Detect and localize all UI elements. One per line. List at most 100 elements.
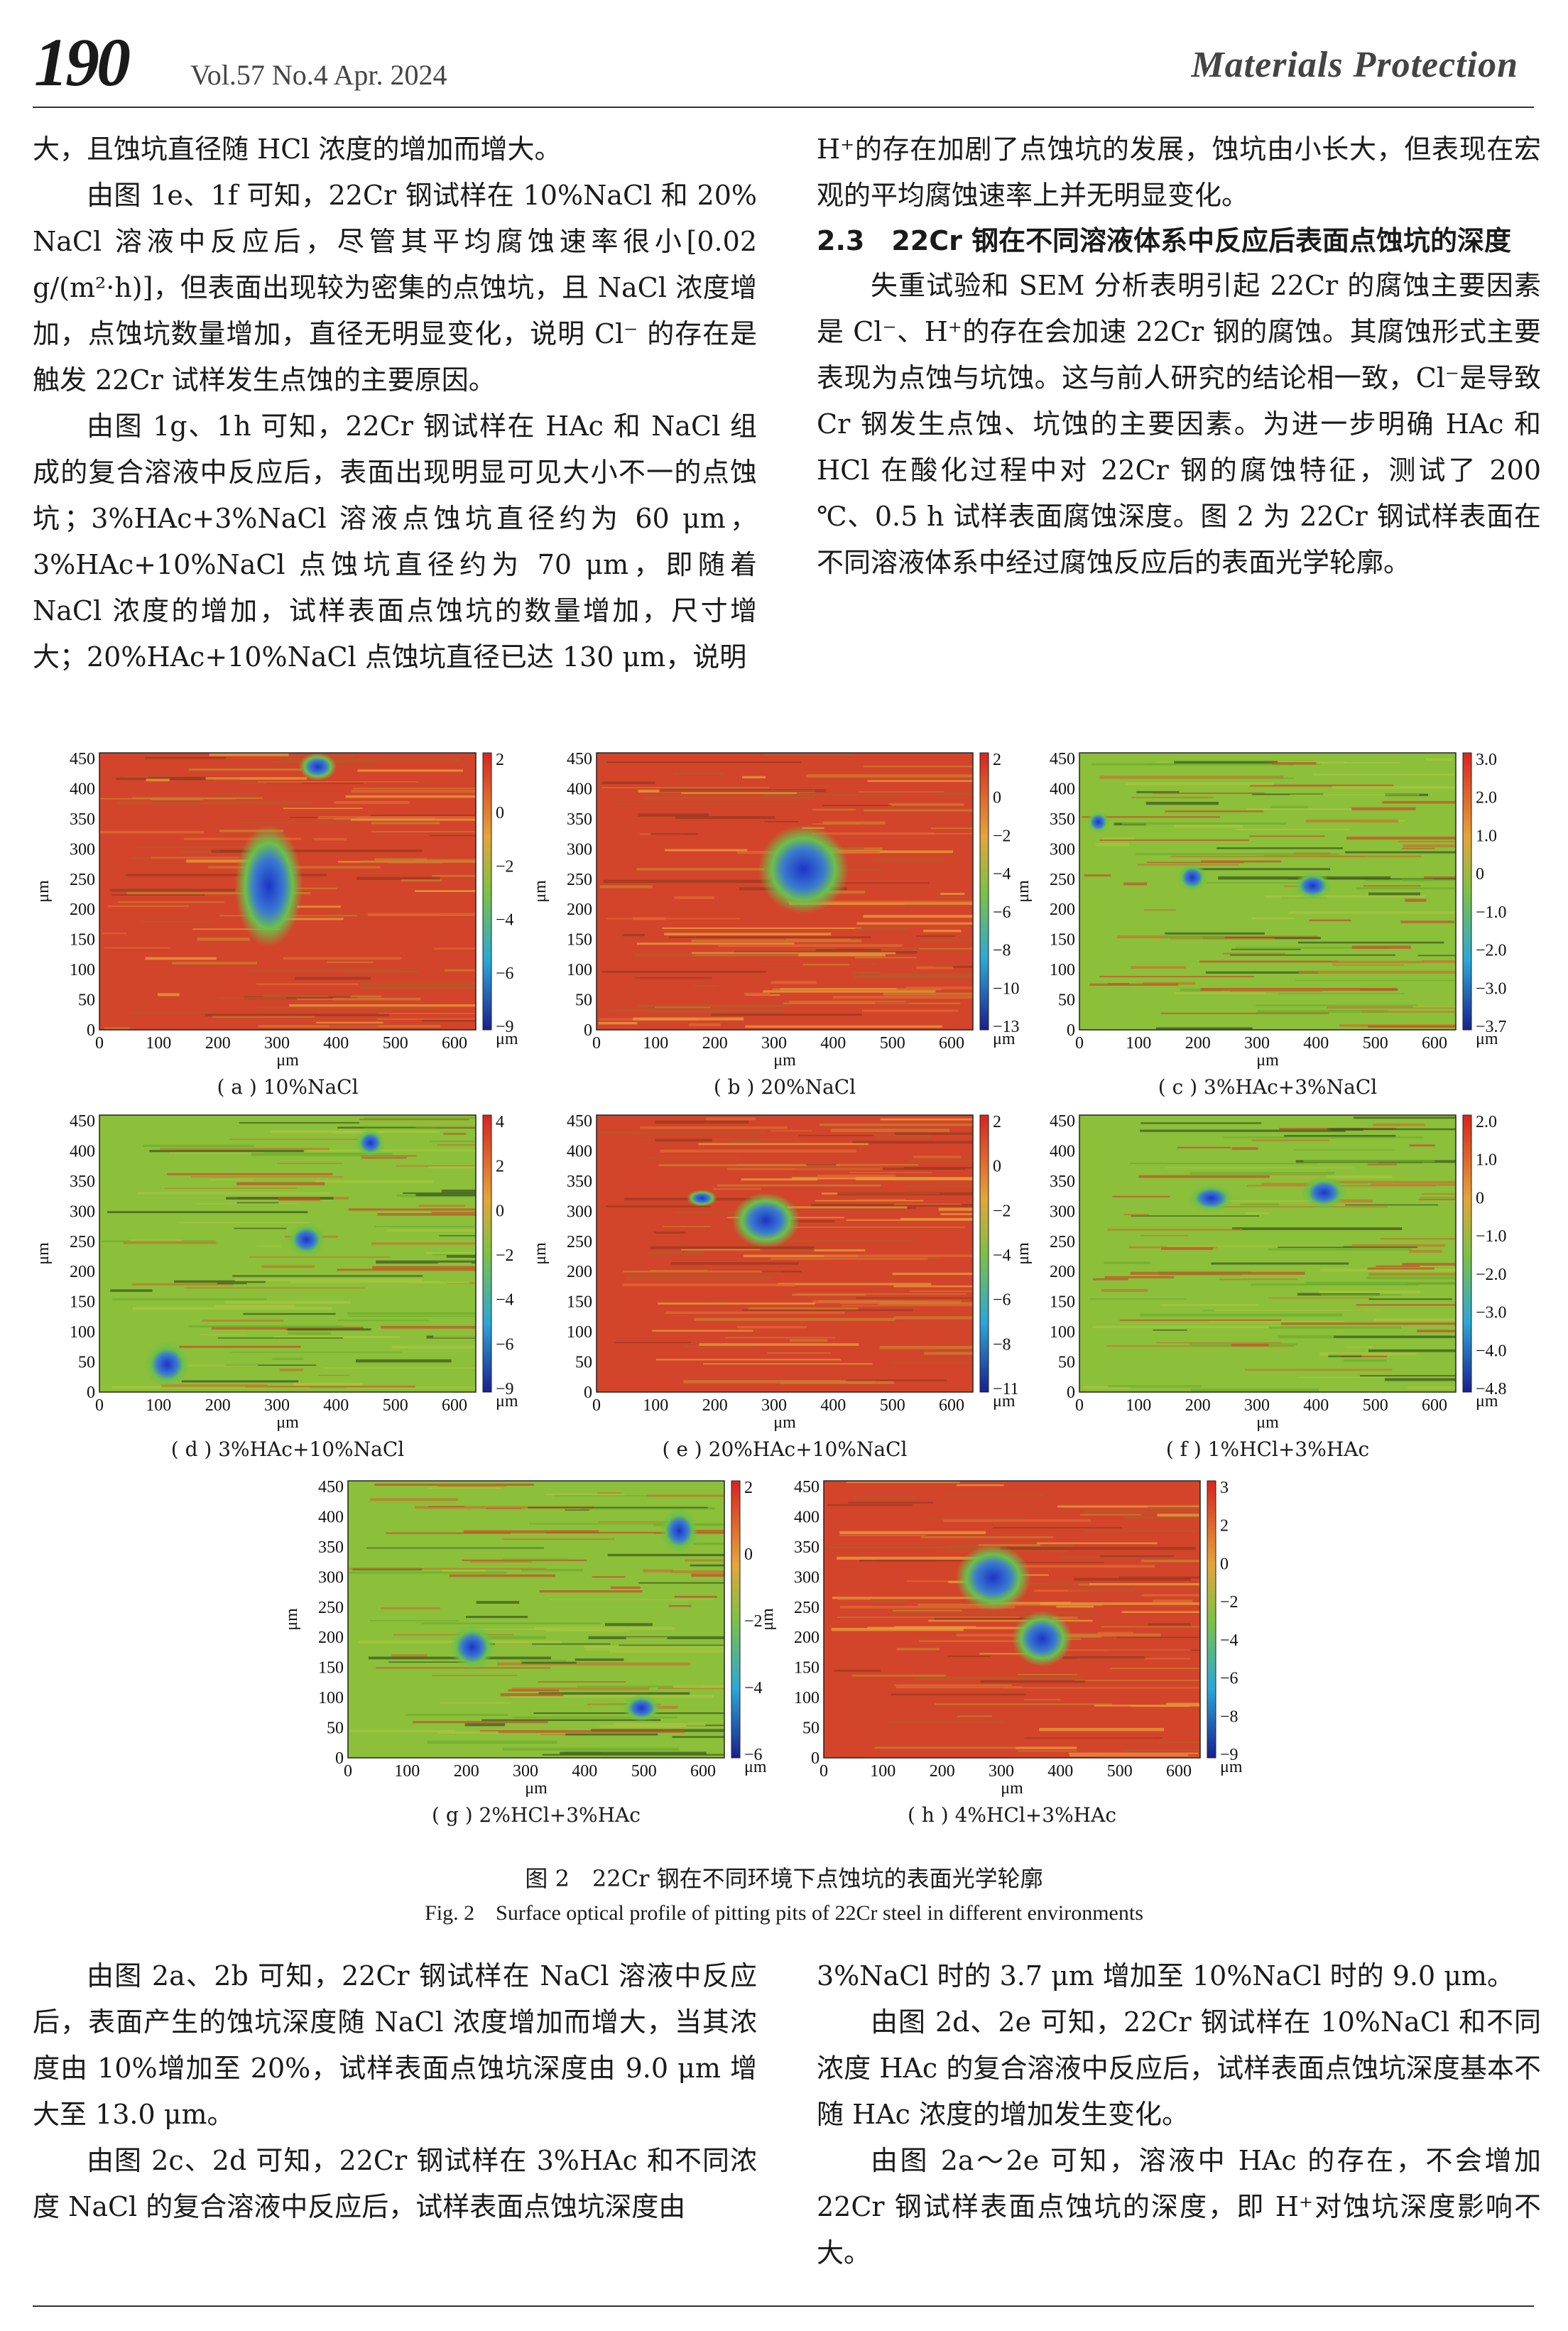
- colorbar-tick-label: −6: [496, 965, 514, 983]
- y-tick-label: 450: [567, 750, 592, 768]
- colorbar-unit: μm: [496, 1392, 518, 1411]
- x-axis-label: μm: [773, 1051, 796, 1070]
- left-column-bottom: 由图 2a、2b 可知，22Cr 钢试样在 NaCl 溶液中反应后，表面产生的蚀…: [33, 1953, 757, 2230]
- x-tick-label: 0: [95, 1396, 104, 1415]
- x-tick-label: 0: [820, 1762, 828, 1781]
- y-tick-label: 150: [567, 931, 592, 950]
- x-tick-label: 500: [631, 1762, 657, 1781]
- y-tick-label: 100: [567, 1323, 592, 1342]
- y-tick-label: 200: [567, 1263, 592, 1281]
- colorbar-tick-label: 0: [1220, 1555, 1229, 1573]
- profile-panel-d: 450 400 350 300 250 200 150 100 50 0 0 100 200 300 400…: [28, 1108, 533, 1470]
- y-tick-label: 50: [575, 991, 592, 1010]
- colorbar-tick-label: −9: [496, 1380, 514, 1398]
- y-tick-label: 300: [1050, 1202, 1075, 1221]
- colorbar-tick-label: −11: [993, 1380, 1019, 1398]
- colorbar-tick-label: 2: [1220, 1517, 1229, 1536]
- y-tick-label: 50: [575, 1354, 592, 1372]
- x-tick-label: 300: [761, 1034, 787, 1053]
- y-tick-label: 400: [794, 1508, 820, 1526]
- y-tick-label: 350: [70, 810, 95, 829]
- paragraph: 由图 2a、2b 可知，22Cr 钢试样在 NaCl 溶液中反应后，表面产生的蚀…: [33, 1960, 757, 2130]
- paragraph: 大，且蚀坑直径随 HCl 浓度的增加而增大。: [33, 134, 562, 165]
- y-tick-label: 450: [794, 1478, 820, 1496]
- y-tick-label: 0: [335, 1749, 344, 1768]
- y-tick-label: 300: [794, 1568, 820, 1587]
- y-tick-label: 250: [70, 1233, 95, 1251]
- x-tick-label: 400: [1303, 1396, 1329, 1415]
- colorbar-tick-label: −4: [496, 911, 514, 930]
- right-column-top: H⁺的存在加剧了点蚀坑的发展，蚀坑由小长大，但表现在宏观的平均腐蚀速率上并无明显…: [817, 126, 1541, 586]
- y-tick-label: 0: [584, 1021, 592, 1040]
- x-axis-label: μm: [773, 1413, 796, 1432]
- y-tick-label: 400: [1050, 1142, 1075, 1161]
- y-tick-label: 50: [1058, 991, 1075, 1010]
- colorbar-tick-label: −4: [993, 1246, 1011, 1265]
- profile-panel-g: 450 400 350 300 250 200 150 100 50 0 0 100 200 300 400…: [277, 1474, 781, 1836]
- x-tick-label: 100: [394, 1762, 420, 1781]
- panel-caption: ( d ) 3%HAc+10%NaCl: [170, 1438, 405, 1461]
- x-tick-label: 100: [146, 1034, 171, 1053]
- colorbar-tick-label: 2: [496, 751, 504, 769]
- colorbar-tick-label: 2.0: [1476, 789, 1497, 808]
- pit-mark: [450, 1624, 495, 1670]
- colorbar-tick-label: 2: [496, 1158, 504, 1176]
- y-tick-label: 300: [567, 840, 592, 859]
- pit-mark: [687, 1190, 717, 1207]
- x-tick-label: 0: [592, 1034, 601, 1053]
- pit-mark: [1177, 864, 1208, 891]
- colorbar-unit: μm: [744, 1758, 767, 1776]
- pit-mark: [144, 1342, 190, 1387]
- colorbar-tick-label: −2: [993, 1202, 1011, 1220]
- colorbar-tick-label: −4: [496, 1291, 514, 1310]
- pit-mark: [758, 825, 849, 914]
- paragraph: 由图 2d、2e 可知，22Cr 钢试样在 10%NaCl 和不同浓度 HAc …: [817, 2006, 1541, 2130]
- x-tick-label: 0: [592, 1396, 601, 1415]
- colorbar-tick-label: −3.0: [1476, 1304, 1507, 1322]
- x-tick-label: 100: [1126, 1034, 1151, 1053]
- pit-mark: [955, 1544, 1031, 1612]
- colorbar-tick-label: −9: [1220, 1746, 1238, 1764]
- x-tick-label: 600: [1166, 1762, 1192, 1781]
- colorbar-tick-label: −2.0: [1476, 1266, 1507, 1284]
- y-axis-label: μm: [531, 1242, 550, 1265]
- colorbar-tick-label: −6: [993, 1291, 1011, 1310]
- y-tick-label: 150: [1050, 1293, 1075, 1312]
- x-tick-label: 300: [761, 1396, 787, 1415]
- y-tick-label: 100: [567, 961, 592, 979]
- x-tick-label: 0: [1075, 1034, 1084, 1053]
- panel-caption: ( f ) 1%HCl+3%HAc: [1165, 1438, 1370, 1461]
- pit-mark: [234, 825, 303, 947]
- colorbar-tick-label: −3.0: [1476, 979, 1507, 998]
- y-tick-label: 250: [1050, 1233, 1075, 1251]
- y-tick-label: 300: [1050, 840, 1075, 859]
- colorbar-tick-label: 0: [496, 1202, 504, 1220]
- x-tick-label: 400: [1303, 1034, 1329, 1053]
- profile-panel-b: 450 400 350 300 250 200 150 100 50 0 0 100 200 300 400…: [526, 746, 1030, 1108]
- y-tick-label: 200: [794, 1629, 820, 1647]
- x-tick-label: 200: [702, 1396, 728, 1415]
- y-tick-label: 50: [802, 1719, 820, 1738]
- journal-name: Materials Protection: [1191, 45, 1518, 85]
- colorbar: [1207, 1480, 1216, 1759]
- y-axis-label: μm: [283, 1608, 301, 1631]
- x-tick-label: 600: [442, 1034, 467, 1053]
- colorbar-unit: μm: [1476, 1030, 1498, 1048]
- pit-mark: [622, 1694, 660, 1722]
- y-tick-label: 450: [70, 1112, 95, 1131]
- colorbar: [482, 1114, 492, 1393]
- y-tick-label: 200: [1050, 1263, 1075, 1281]
- y-tick-label: 0: [87, 1384, 95, 1402]
- pit-mark: [1294, 871, 1332, 900]
- y-tick-label: 200: [70, 901, 95, 919]
- y-tick-label: 250: [70, 871, 95, 889]
- colorbar-tick-label: 0: [1476, 1189, 1484, 1207]
- colorbar-tick-label: 0: [993, 789, 1001, 808]
- colorbar-tick-label: −8: [1220, 1707, 1238, 1726]
- x-tick-label: 600: [1422, 1034, 1447, 1053]
